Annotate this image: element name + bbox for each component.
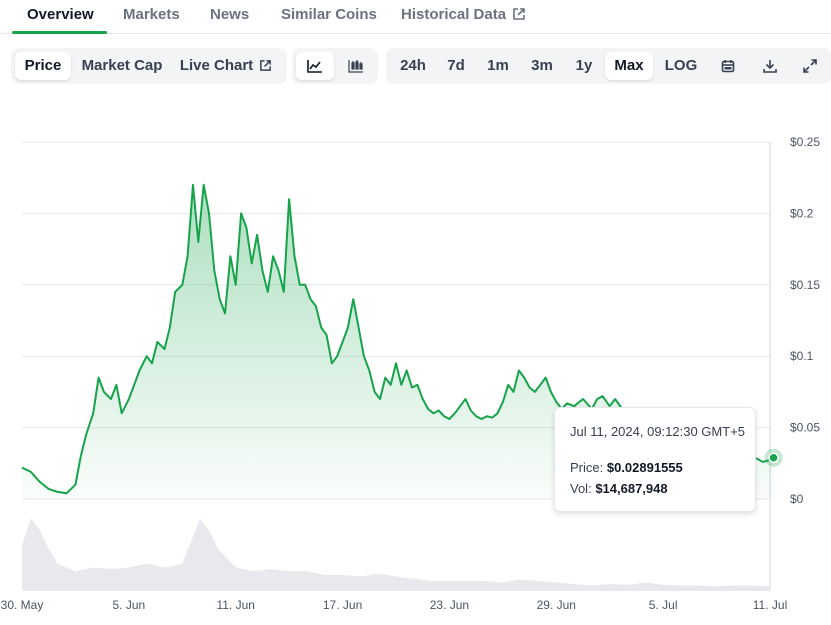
log-scale-button[interactable]: LOG: [664, 57, 698, 74]
candlestick-chart-icon: [348, 60, 363, 73]
live-chart-label: Live Chart: [179, 57, 254, 74]
fullscreen-button[interactable]: [794, 52, 826, 80]
x-tick-label: 11. Jul: [753, 598, 787, 612]
price-tooltip: Jul 11, 2024, 09:12:30 GMT+5 Price: $0.0…: [554, 407, 756, 512]
x-tick-label: 30. May: [1, 598, 44, 612]
tooltip-price-value: $0.02891555: [606, 460, 683, 475]
tab-markets[interactable]: Markets: [123, 6, 180, 23]
y-tick-label: $0.2: [790, 206, 814, 220]
calendar-icon: [721, 60, 735, 73]
tab-overview[interactable]: Overview: [27, 6, 94, 23]
y-tick-label: $0.05: [790, 421, 820, 435]
x-axis-labels: 30. May 5. Jun 11. Jun 17. Jun 23. Jun 29. Ju…: [1, 598, 788, 612]
range-7d-button[interactable]: 7d: [447, 57, 465, 74]
y-tick-label: $0: [790, 492, 804, 506]
tooltip-time: Jul 11, 2024, 09:12:30 GMT+5: [570, 424, 746, 439]
price-line: [21, 183, 775, 495]
x-tick-label: 23. Jun: [430, 598, 469, 612]
x-tick-label: 29. Jun: [537, 598, 576, 612]
range-group: 24h 7d 1m 3m 1y Max LOG: [386, 48, 831, 84]
range-1y-button[interactable]: 1y: [575, 57, 593, 74]
chart-kind-group: Price Market Cap Live Chart: [11, 48, 287, 84]
tab-similar-coins[interactable]: Similar Coins: [281, 6, 377, 23]
range-1m-button[interactable]: 1m: [487, 57, 509, 74]
y-axis-labels: $0.25 $0.2 $0.15 $0.1 $0.05 $0: [790, 135, 820, 506]
live-chart-button[interactable]: Live Chart: [175, 52, 277, 80]
tab-news[interactable]: News: [210, 6, 250, 23]
tooltip-price-row: Price: $0.02891555: [570, 460, 683, 475]
market-cap-button[interactable]: Market Cap: [81, 57, 163, 74]
tooltip-volume-value: $14,687,948: [595, 481, 668, 496]
external-link-icon: [260, 60, 272, 71]
range-max-button[interactable]: Max: [605, 52, 653, 80]
x-tick-label: 5. Jul: [649, 598, 678, 612]
range-24h-button[interactable]: 24h: [400, 57, 426, 74]
expand-icon: [803, 59, 817, 73]
tooltip-price-label: Price:: [570, 460, 604, 475]
price-chart[interactable]: $0.25 $0.2 $0.15 $0.1 $0.05 $0 30. May 5. Jun 1…: [0, 120, 831, 625]
y-tick-label: $0.1: [790, 349, 814, 363]
volume-bars: [22, 518, 770, 590]
x-tick-label: 17. Jun: [323, 598, 362, 612]
price-button[interactable]: Price: [15, 52, 71, 80]
line-chart-icon: [307, 60, 322, 73]
download-button[interactable]: [754, 52, 786, 80]
volume-area: [22, 518, 770, 590]
range-3m-button[interactable]: 3m: [531, 57, 553, 74]
chart-style-group: [292, 48, 378, 84]
active-tab-indicator: [12, 31, 107, 34]
x-tick-label: 11. Jun: [216, 598, 254, 612]
line-chart-button[interactable]: [296, 52, 334, 80]
y-tick-label: $0.15: [790, 278, 820, 292]
tooltip-volume-label: Vol:: [570, 481, 592, 496]
candlestick-chart-button[interactable]: [338, 52, 374, 80]
external-link-icon: [513, 8, 525, 20]
tab-bar: Overview Markets News Similar Coins Hist…: [0, 0, 831, 34]
tab-historical-data[interactable]: Historical Data: [401, 6, 526, 23]
x-tick-label: 5. Jun: [113, 598, 146, 612]
download-icon: [763, 60, 777, 73]
tab-historical-data-label: Historical Data: [401, 6, 507, 23]
calendar-button[interactable]: [712, 52, 744, 80]
hover-marker: [768, 452, 779, 463]
y-tick-label: $0.25: [790, 135, 820, 149]
tooltip-volume-row: Vol: $14,687,948: [570, 481, 668, 496]
